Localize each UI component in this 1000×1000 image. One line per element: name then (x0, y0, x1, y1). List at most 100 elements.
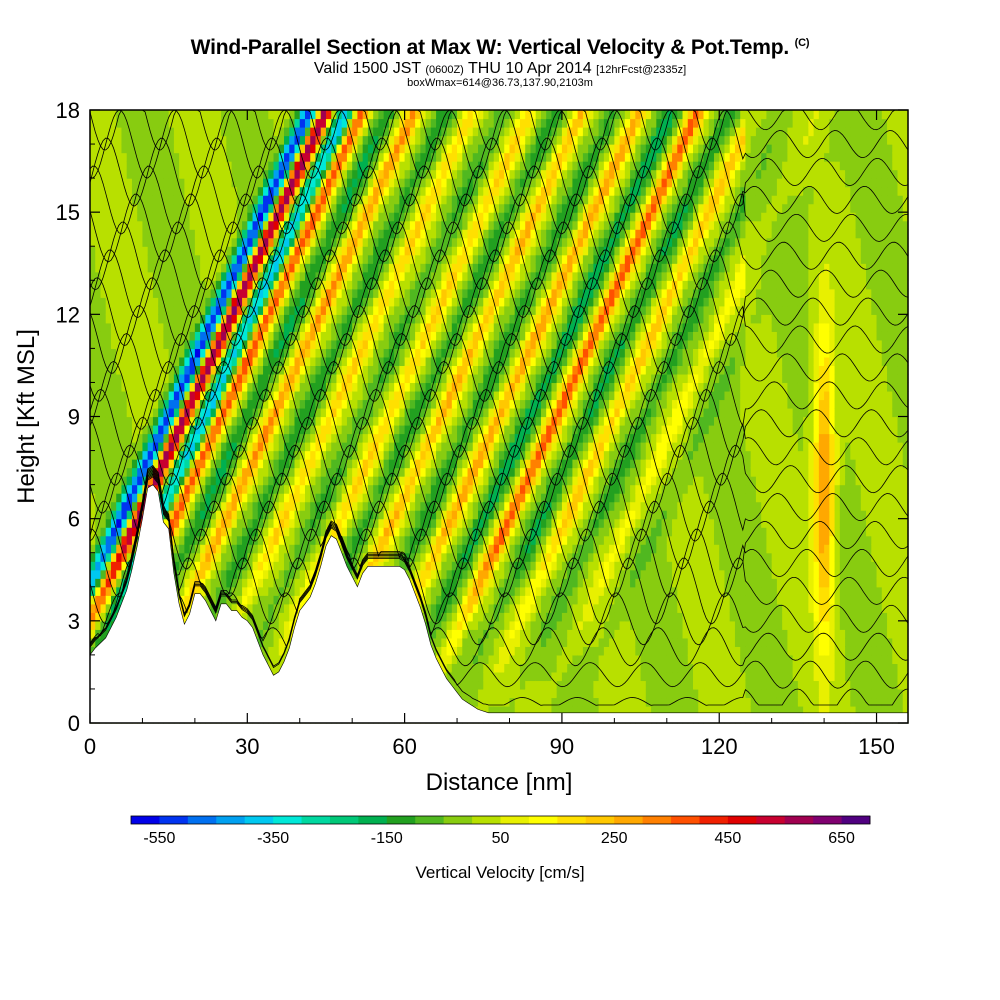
field-cell (210, 305, 217, 315)
field-cell (299, 348, 306, 358)
field-cell (430, 373, 437, 384)
field-cell (110, 399, 117, 409)
field-cell (226, 544, 233, 554)
field-cell (105, 237, 112, 247)
field-cell (346, 450, 353, 460)
field-cell (320, 459, 327, 469)
field-cell (362, 348, 369, 358)
field-cell (352, 254, 359, 264)
field-cell (231, 450, 238, 460)
field-cell (221, 135, 227, 145)
field-cell (367, 271, 374, 281)
field-cell (268, 637, 275, 647)
field-cell (388, 518, 395, 528)
field-cell (116, 271, 123, 281)
field-cell (126, 493, 133, 503)
field-cell (131, 339, 138, 349)
field-cell (189, 561, 196, 571)
field-cell (215, 127, 222, 137)
field-cell (378, 152, 385, 162)
field-cell (189, 203, 196, 213)
field-cell (310, 433, 317, 443)
field-cell (278, 535, 285, 545)
field-cell (325, 186, 332, 196)
field-cell (373, 501, 379, 511)
field-cell (90, 348, 96, 358)
field-cell (263, 195, 269, 205)
field-cell (415, 229, 421, 239)
field-cell (210, 569, 217, 579)
field-cell (90, 510, 96, 520)
field-cell (242, 552, 248, 562)
field-cell (95, 212, 102, 222)
field-cell (116, 501, 123, 511)
field-cell (194, 442, 201, 452)
field-cell (105, 271, 112, 281)
field-cell (336, 450, 343, 460)
field-cell (200, 535, 206, 545)
field-cell (226, 399, 233, 409)
field-cell (121, 416, 128, 426)
field-cell (446, 373, 453, 384)
field-cell (268, 654, 275, 664)
field-cell (137, 382, 144, 392)
field-cell (221, 127, 227, 137)
field-cell (231, 254, 238, 264)
field-cell (404, 518, 411, 528)
field-cell (430, 220, 437, 230)
field-cell (420, 569, 427, 579)
field-cell (320, 527, 327, 537)
field-cell (415, 552, 421, 562)
field-cell (268, 365, 275, 375)
field-cell (236, 161, 243, 171)
field-cell (425, 407, 432, 418)
field-cell (409, 229, 416, 239)
field-cell (142, 314, 149, 324)
field-cell (336, 297, 343, 307)
field-cell (284, 629, 290, 639)
field-cell (110, 544, 117, 554)
field-cell (362, 127, 369, 137)
field-cell (304, 484, 311, 494)
field-cell (110, 110, 117, 120)
field-cell (394, 501, 400, 511)
field-cell (163, 399, 170, 409)
field-cell (436, 654, 442, 664)
field-cell (441, 127, 448, 137)
field-cell (357, 484, 364, 494)
field-cell (231, 178, 238, 188)
field-cell (352, 237, 359, 247)
field-cell (147, 407, 154, 418)
field-cell (404, 569, 411, 579)
field-cell (236, 561, 243, 571)
field-cell (226, 442, 233, 452)
field-cell (263, 305, 269, 315)
field-cell (325, 459, 332, 469)
field-cell (378, 271, 385, 281)
field-cell (100, 297, 107, 307)
field-cell (299, 425, 306, 435)
field-cell (173, 501, 180, 511)
field-cell (341, 152, 348, 162)
field-cell (304, 127, 311, 137)
field-cell (294, 527, 301, 537)
field-cell (357, 535, 364, 545)
field-cell (205, 459, 212, 469)
field-cell (221, 203, 227, 213)
field-cell (200, 331, 206, 341)
field-cell (388, 373, 395, 384)
field-cell (310, 544, 317, 554)
field-cell (194, 561, 201, 571)
field-cell (90, 595, 96, 605)
field-cell (205, 493, 212, 503)
field-cell (394, 297, 400, 307)
field-cell (95, 339, 102, 349)
field-cell (430, 237, 437, 247)
field-cell (247, 356, 254, 367)
field-cell (441, 450, 448, 460)
field-cell (446, 484, 453, 494)
field-cell (294, 552, 301, 562)
field-cell (116, 135, 123, 145)
field-cell (420, 467, 427, 477)
field-cell (394, 322, 400, 332)
